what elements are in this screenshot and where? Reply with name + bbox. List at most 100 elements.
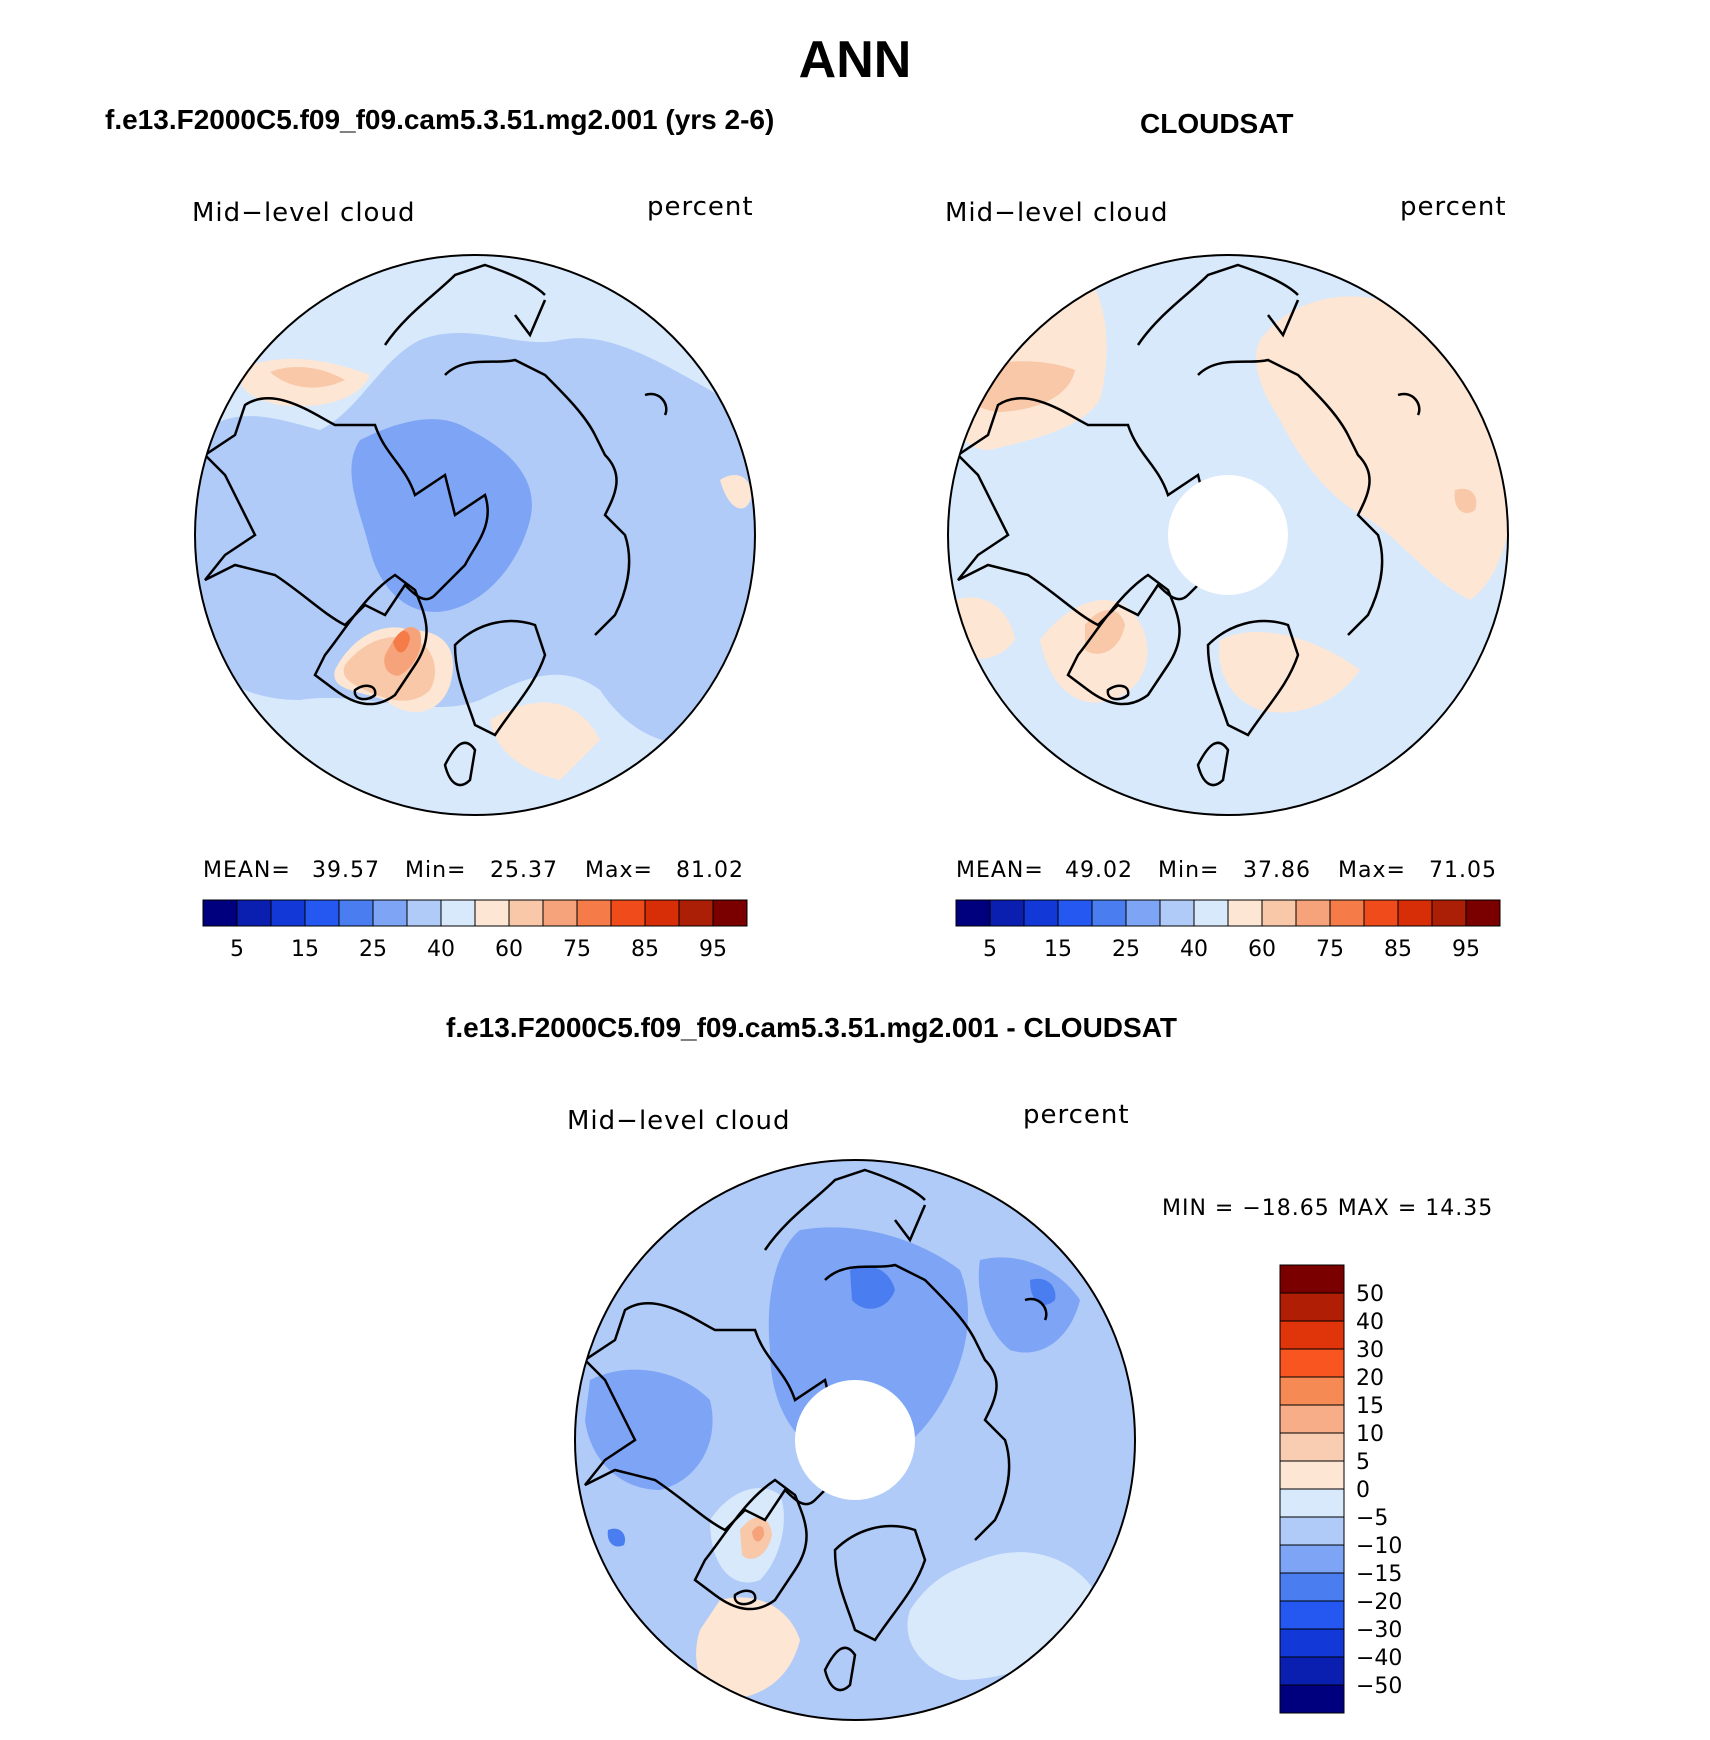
colorbar-1-box-4 — [338, 899, 374, 927]
colorbar-1-tick-label: 85 — [631, 937, 659, 962]
colorbar-2-box-15 — [1465, 899, 1501, 927]
colorbar-3-box-0 — [1279, 1264, 1345, 1294]
colorbar-3-tick-label: −40 — [1356, 1646, 1402, 1671]
colorbar-2-box-7 — [1193, 899, 1229, 927]
panel-2-max-label: Max= — [1338, 858, 1406, 883]
colorbar-2-tick-label: 25 — [1112, 937, 1140, 962]
colorbar-3-box-15 — [1279, 1684, 1345, 1714]
colorbar-2-box-9 — [1261, 899, 1297, 927]
panel-2-mean-value: 49.02 — [1065, 858, 1133, 883]
colorbar-1-box-7 — [440, 899, 476, 927]
colorbar-2-box-8 — [1227, 899, 1263, 927]
colorbar-1-tick-label: 25 — [359, 937, 387, 962]
colorbar-1-box-2 — [270, 899, 306, 927]
colorbar-3-box-7 — [1279, 1460, 1345, 1490]
panel-1-variable: Mid−level cloud — [192, 198, 416, 228]
colorbar-2-box-11 — [1329, 899, 1365, 927]
panel-3-variable: Mid−level cloud — [567, 1106, 791, 1136]
colorbar-3-tick-label: 0 — [1356, 1478, 1370, 1503]
colorbar-1-box-1 — [236, 899, 272, 927]
colorbar-3-box-6 — [1279, 1432, 1345, 1462]
colorbar-2-box-2 — [1023, 899, 1059, 927]
panel-1-colorbar: 5 15 25 40 60 75 85 95 — [202, 899, 748, 962]
colorbar-3-box-1 — [1279, 1292, 1345, 1322]
colorbar-3-tick-label: −10 — [1356, 1534, 1402, 1559]
panel-2-map — [947, 254, 1509, 816]
colorbar-1-box-11 — [576, 899, 612, 927]
colorbar-1-box-5 — [372, 899, 408, 927]
colorbar-3-box-14 — [1279, 1656, 1345, 1686]
panel-1-min-value: 25.37 — [490, 858, 558, 883]
colorbar-1-box-8 — [474, 899, 510, 927]
colorbar-3-box-5 — [1279, 1404, 1345, 1434]
colorbar-2-tick-label: 85 — [1384, 937, 1412, 962]
panel-1-title: f.e13.F2000C5.f09_f09.cam5.3.51.mg2.001 … — [105, 104, 775, 135]
colorbar-3-tick-label: −20 — [1356, 1590, 1402, 1615]
colorbar-1-tick-label: 60 — [495, 937, 523, 962]
colorbar-3-tick-label: 15 — [1356, 1394, 1384, 1419]
colorbar-3-tick-label: 10 — [1356, 1422, 1384, 1447]
colorbar-3-tick-label: 20 — [1356, 1366, 1384, 1391]
colorbar-3-tick-label: −30 — [1356, 1618, 1402, 1643]
panel-3-units: percent — [1023, 1100, 1130, 1130]
colorbar-3-tick-label: −50 — [1356, 1674, 1402, 1699]
colorbar-3-box-9 — [1279, 1516, 1345, 1546]
colorbar-2-box-12 — [1363, 899, 1399, 927]
colorbar-1-box-3 — [304, 899, 340, 927]
panel-1-map — [194, 254, 756, 816]
colorbar-3-box-10 — [1279, 1544, 1345, 1574]
panel-1-max-value: 81.02 — [676, 858, 744, 883]
colorbar-2-tick-label: 60 — [1248, 937, 1276, 962]
colorbar-3-tick-label: 5 — [1356, 1450, 1370, 1475]
colorbar-3-tick-label: 30 — [1356, 1338, 1384, 1363]
colorbar-3-box-13 — [1279, 1628, 1345, 1658]
panel-2-min-value: 37.86 — [1243, 858, 1311, 883]
colorbar-3-tick-label: 40 — [1356, 1310, 1384, 1335]
colorbar-2-tick-label: 15 — [1044, 937, 1072, 962]
colorbar-3-box-4 — [1279, 1376, 1345, 1406]
panel-1-mean-label: MEAN= — [203, 858, 291, 883]
colorbar-2-box-4 — [1091, 899, 1127, 927]
colorbar-1-tick-label: 95 — [699, 937, 727, 962]
colorbar-1-tick-label: 40 — [427, 937, 455, 962]
panel-1-mean-value: 39.57 — [312, 858, 380, 883]
page-title: ANN — [798, 31, 912, 89]
colorbar-1-box-14 — [678, 899, 714, 927]
colorbar-2-tick-label: 75 — [1316, 937, 1344, 962]
panel-2-max-value: 71.05 — [1429, 858, 1497, 883]
panel-1-units: percent — [647, 192, 754, 222]
panel-2-units: percent — [1400, 192, 1507, 222]
colorbar-2-box-3 — [1057, 899, 1093, 927]
colorbar-1-box-15 — [712, 899, 748, 927]
colorbar-3-box-2 — [1279, 1320, 1345, 1350]
panel-3-map — [574, 1159, 1136, 1721]
colorbar-1-box-6 — [406, 899, 442, 927]
colorbar-3-box-3 — [1279, 1348, 1345, 1378]
panel-1-min-label: Min= — [405, 858, 467, 883]
panel-2-colorbar: 5 15 25 40 60 75 85 95 — [955, 899, 1501, 962]
colorbar-3-box-11 — [1279, 1572, 1345, 1602]
colorbar-2-tick-label: 95 — [1452, 937, 1480, 962]
colorbar-1-tick-label: 5 — [230, 937, 244, 962]
colorbar-1-box-9 — [508, 899, 544, 927]
colorbar-2-box-14 — [1431, 899, 1467, 927]
colorbar-1-tick-label: 75 — [563, 937, 591, 962]
colorbar-2-box-0 — [955, 899, 991, 927]
colorbar-3-tick-label: 50 — [1356, 1282, 1384, 1307]
colorbar-2-tick-label: 40 — [1180, 937, 1208, 962]
colorbar-2-box-13 — [1397, 899, 1433, 927]
panel-2-mean-label: MEAN= — [956, 858, 1044, 883]
colorbar-1-box-0 — [202, 899, 238, 927]
panel-3-stats: MIN = −18.65 MAX = 14.35 — [1162, 1196, 1494, 1221]
colorbar-3-box-12 — [1279, 1600, 1345, 1630]
panel-2-min-label: Min= — [1158, 858, 1220, 883]
colorbar-1-tick-label: 15 — [291, 937, 319, 962]
colorbar-2-box-10 — [1295, 899, 1331, 927]
colorbar-1-box-12 — [610, 899, 646, 927]
colorbar-1-box-10 — [542, 899, 578, 927]
colorbar-2-tick-label: 5 — [983, 937, 997, 962]
colorbar-1-box-13 — [644, 899, 680, 927]
colorbar-3-tick-label: −5 — [1356, 1506, 1388, 1531]
